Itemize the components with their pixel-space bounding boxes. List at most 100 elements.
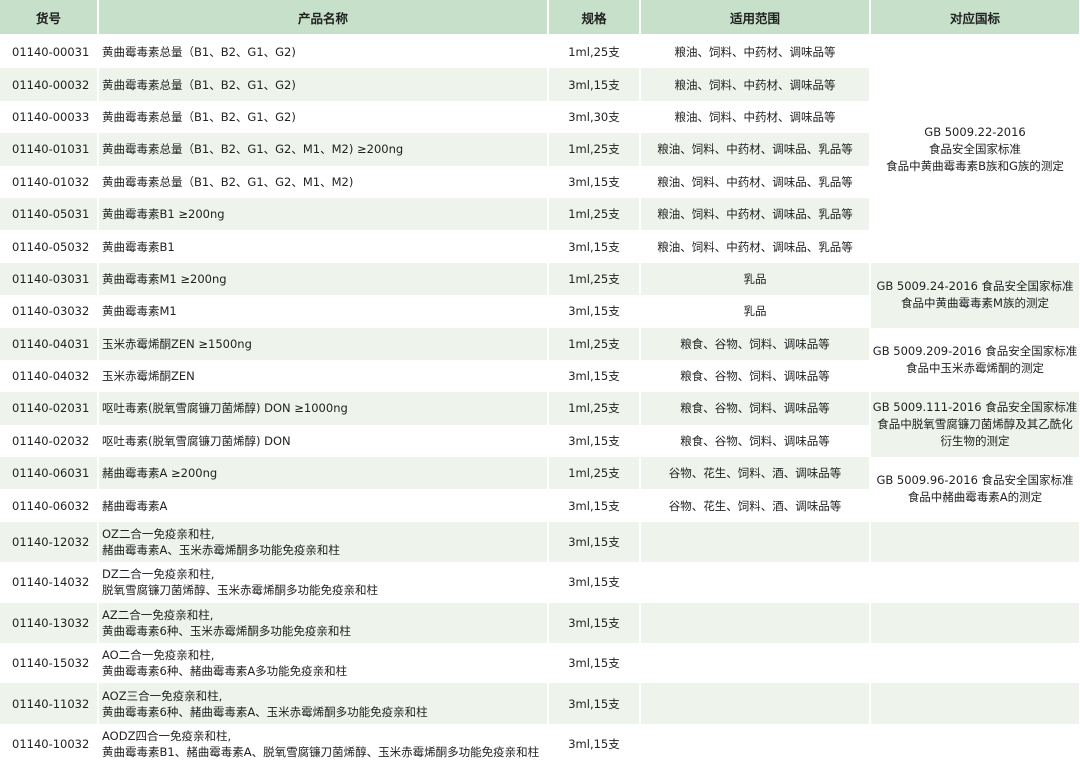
product-code: 01140-12032 bbox=[0, 521, 99, 563]
product-spec: 1ml,25支 bbox=[548, 262, 641, 296]
product-spec: 1ml,25支 bbox=[548, 197, 641, 231]
product-name: AO二合一免疫亲和柱, 黄曲霉毒素6种、赭曲霉毒素A多功能免疫亲和柱 bbox=[98, 643, 549, 684]
table-row: 01140-05032 黄曲霉毒素B1 3ml,15支 粮油、饲料、中药材、调味品、乳… bbox=[0, 230, 1080, 263]
product-name: 玉米赤霉烯酮ZEN ≥1500ng bbox=[98, 327, 549, 360]
table-row: 01140-02032 呕吐毒素(脱氧雪腐镰刀菌烯醇) DON 3ml,15支 粮食、… bbox=[0, 424, 1080, 458]
product-code: 01140-03031 bbox=[0, 262, 99, 296]
product-name-line: 黄曲霉毒素总量（B1、B2、G1、G2) bbox=[102, 109, 296, 124]
product-spec: 3ml,15支 bbox=[548, 489, 641, 522]
product-spec: 3ml,15支 bbox=[548, 424, 641, 458]
product-name-line: 黄曲霉毒素B1 ≥200ng bbox=[102, 207, 225, 222]
national-standard: GB 5009.111-2016 食品安全国家标准 食品中脱氧雪腐镰刀菌烯醇及其乙… bbox=[870, 392, 1080, 458]
table-row: 01140-12032 OZ二合一免疫亲和柱, 赭曲霉毒素A、玉米赤霉烯酮多功能免疫… bbox=[0, 521, 1080, 563]
product-name: 黄曲霉毒素总量（B1、B2、G1、G2、M1、M2) bbox=[98, 165, 549, 198]
table-header: 货号 产品名称 规格 适用范围 对应国标 bbox=[0, 0, 1080, 36]
product-spec: 3ml,15支 bbox=[548, 723, 641, 764]
standard-line: 食品中脱氧雪腐镰刀菌烯醇及其乙酰化 bbox=[877, 417, 1073, 432]
product-name-line: DZ二合一免疫亲和柱, bbox=[102, 567, 215, 582]
product-spec: 3ml,15支 bbox=[548, 165, 641, 198]
product-code: 01140-13032 bbox=[0, 602, 99, 644]
product-name-line: 脱氧雪腐镰刀菌烯醇、玉米赤霉烯酮多功能免疫亲和柱 bbox=[102, 583, 378, 598]
product-name: 黄曲霉毒素B1 ≥200ng bbox=[98, 197, 549, 231]
product-scope: 谷物、花生、饲料、酒、调味品等 bbox=[640, 457, 871, 490]
product-scope: 粮食、谷物、饲料、调味品等 bbox=[640, 424, 871, 458]
product-code: 01140-06031 bbox=[0, 457, 99, 490]
product-scope: 乳品 bbox=[640, 295, 871, 328]
national-standard-empty bbox=[870, 643, 1080, 684]
standard-line: GB 5009.96-2016 食品安全国家标准 bbox=[876, 473, 1074, 488]
table-row: 01140-02031 呕吐毒素(脱氧雪腐镰刀菌烯醇) DON ≥1000ng 1m… bbox=[0, 392, 1080, 458]
product-name-line: 黄曲霉毒素6种、赭曲霉毒素A多功能免疫亲和柱 bbox=[102, 664, 348, 679]
product-scope: 粮油、饲料、中药材、调味品、乳品等 bbox=[640, 230, 871, 263]
product-name: 赭曲霉毒素A ≥200ng bbox=[98, 457, 549, 490]
table-row: 01140-04031 玉米赤霉烯酮ZEN ≥1500ng 1ml,25支 粮食、谷物… bbox=[0, 327, 1080, 393]
national-standard-empty bbox=[870, 562, 1080, 603]
product-spec: 3ml,15支 bbox=[548, 230, 641, 263]
product-code: 01140-15032 bbox=[0, 643, 99, 684]
table-row: 01140-01031 黄曲霉毒素总量（B1、B2、G1、G2、M1、M2) ≥2… bbox=[0, 133, 1080, 166]
product-name: 赭曲霉毒素A bbox=[98, 489, 549, 522]
table-row: 01140-14032 DZ二合一免疫亲和柱, 脱氧雪腐镰刀菌烯醇、玉米赤霉烯酮多功… bbox=[0, 562, 1080, 603]
product-name: DZ二合一免疫亲和柱, 脱氧雪腐镰刀菌烯醇、玉米赤霉烯酮多功能免疫亲和柱 bbox=[98, 562, 549, 603]
product-code: 01140-10032 bbox=[0, 723, 99, 764]
product-scope: 粮油、饲料、中药材、调味品等 bbox=[640, 68, 871, 101]
product-name-line: 呕吐毒素(脱氧雪腐镰刀菌烯醇) DON bbox=[102, 433, 291, 448]
product-spec: 1ml,25支 bbox=[548, 457, 641, 490]
product-name-line: 黄曲霉毒素总量（B1、B2、G1、G2、M1、M2) ≥200ng bbox=[102, 142, 404, 157]
product-spec: 3ml,15支 bbox=[548, 683, 641, 724]
standard-line: 食品中黄曲霉毒素M族的测定 bbox=[901, 296, 1049, 311]
product-name-line: AO二合一免疫亲和柱, bbox=[102, 648, 215, 663]
product-name-line: 黄曲霉毒素6种、玉米赤霉烯酮多功能免疫亲和柱 bbox=[102, 623, 351, 638]
product-scope: 粮油、饲料、中药材、调味品、乳品等 bbox=[640, 197, 871, 231]
product-name-line: 赭曲霉毒素A、玉米赤霉烯酮多功能免疫亲和柱 bbox=[102, 543, 340, 558]
product-spec: 3ml,30支 bbox=[548, 100, 641, 134]
product-scope: 粮油、饲料、中药材、调味品等 bbox=[640, 100, 871, 134]
product-name-line: 黄曲霉毒素总量（B1、B2、G1、G2、M1、M2) bbox=[102, 174, 354, 189]
product-name-line: 黄曲霉毒素总量（B1、B2、G1、G2) bbox=[102, 77, 296, 92]
product-code: 01140-11032 bbox=[0, 683, 99, 724]
product-spec: 3ml,15支 bbox=[548, 562, 641, 603]
table-row: 01140-01032 黄曲霉毒素总量（B1、B2、G1、G2、M1、M2) 3ml… bbox=[0, 165, 1080, 198]
product-spec: 1ml,25支 bbox=[548, 133, 641, 166]
product-spec: 1ml,25支 bbox=[548, 35, 641, 69]
product-scope bbox=[640, 521, 871, 563]
product-code: 01140-05032 bbox=[0, 230, 99, 263]
product-code: 01140-06032 bbox=[0, 489, 99, 522]
product-scope: 乳品 bbox=[640, 262, 871, 296]
product-scope: 粮油、饲料、中药材、调味品等 bbox=[640, 35, 871, 69]
product-name: 呕吐毒素(脱氧雪腐镰刀菌烯醇) DON ≥1000ng bbox=[98, 392, 549, 425]
product-spec: 3ml,15支 bbox=[548, 643, 641, 684]
product-name: 黄曲霉毒素总量（B1、B2、G1、G2) bbox=[98, 100, 549, 134]
product-scope: 粮油、饲料、中药材、调味品、乳品等 bbox=[640, 165, 871, 198]
product-scope bbox=[640, 643, 871, 684]
product-scope bbox=[640, 602, 871, 644]
product-spec: 3ml,15支 bbox=[548, 295, 641, 328]
product-name: 黄曲霉毒素M1 bbox=[98, 295, 549, 328]
product-name: 黄曲霉毒素总量（B1、B2、G1、G2、M1、M2) ≥200ng bbox=[98, 133, 549, 166]
product-scope: 粮食、谷物、饲料、调味品等 bbox=[640, 327, 871, 360]
table-row: 01140-06031 赭曲霉毒素A ≥200ng 1ml,25支 谷物、花生、饲料、… bbox=[0, 457, 1080, 522]
product-spec: 3ml,15支 bbox=[548, 602, 641, 644]
product-spec: 1ml,25支 bbox=[548, 392, 641, 425]
product-name-line: 玉米赤霉烯酮ZEN ≥1500ng bbox=[102, 336, 252, 351]
product-code: 01140-04031 bbox=[0, 327, 99, 360]
table-row: 01140-15032 AO二合一免疫亲和柱, 黄曲霉毒素6种、赭曲霉毒素A多功能免… bbox=[0, 643, 1080, 684]
product-scope: 粮油、饲料、中药材、调味品、乳品等 bbox=[640, 133, 871, 166]
national-standard: GB 5009.22-2016 食品安全国家标准 食品中黄曲霉毒素B族和G族的测定 bbox=[870, 35, 1080, 263]
table-row: 01140-00033 黄曲霉毒素总量（B1、B2、G1、G2) 3ml,30支 粮油… bbox=[0, 100, 1080, 134]
product-name-line: 黄曲霉毒素M1 ≥200ng bbox=[102, 271, 227, 286]
national-standard-empty bbox=[870, 683, 1080, 724]
standard-line: 食品中赭曲霉毒素A的测定 bbox=[907, 490, 1043, 505]
standard-line: 衍生物的测定 bbox=[940, 434, 1010, 449]
product-code: 01140-03032 bbox=[0, 295, 99, 328]
product-name-line: 赭曲霉毒素A bbox=[102, 498, 168, 513]
product-name: 黄曲霉毒素总量（B1、B2、G1、G2) bbox=[98, 35, 549, 69]
product-name-line: AOZ三合一免疫亲和柱, bbox=[102, 688, 223, 703]
product-code: 01140-00032 bbox=[0, 68, 99, 101]
national-standard: GB 5009.209-2016 食品安全国家标准 食品中玉米赤霉烯酮的测定 bbox=[870, 327, 1080, 393]
product-spec: 1ml,25支 bbox=[548, 327, 641, 360]
product-name: 玉米赤霉烯酮ZEN bbox=[98, 359, 549, 393]
product-code: 01140-14032 bbox=[0, 562, 99, 603]
table-row: 01140-06032 赭曲霉毒素A 3ml,15支 谷物、花生、饲料、酒、调味品等 bbox=[0, 489, 1080, 522]
national-standard: GB 5009.96-2016 食品安全国家标准 食品中赭曲霉毒素A的测定 bbox=[870, 457, 1080, 522]
